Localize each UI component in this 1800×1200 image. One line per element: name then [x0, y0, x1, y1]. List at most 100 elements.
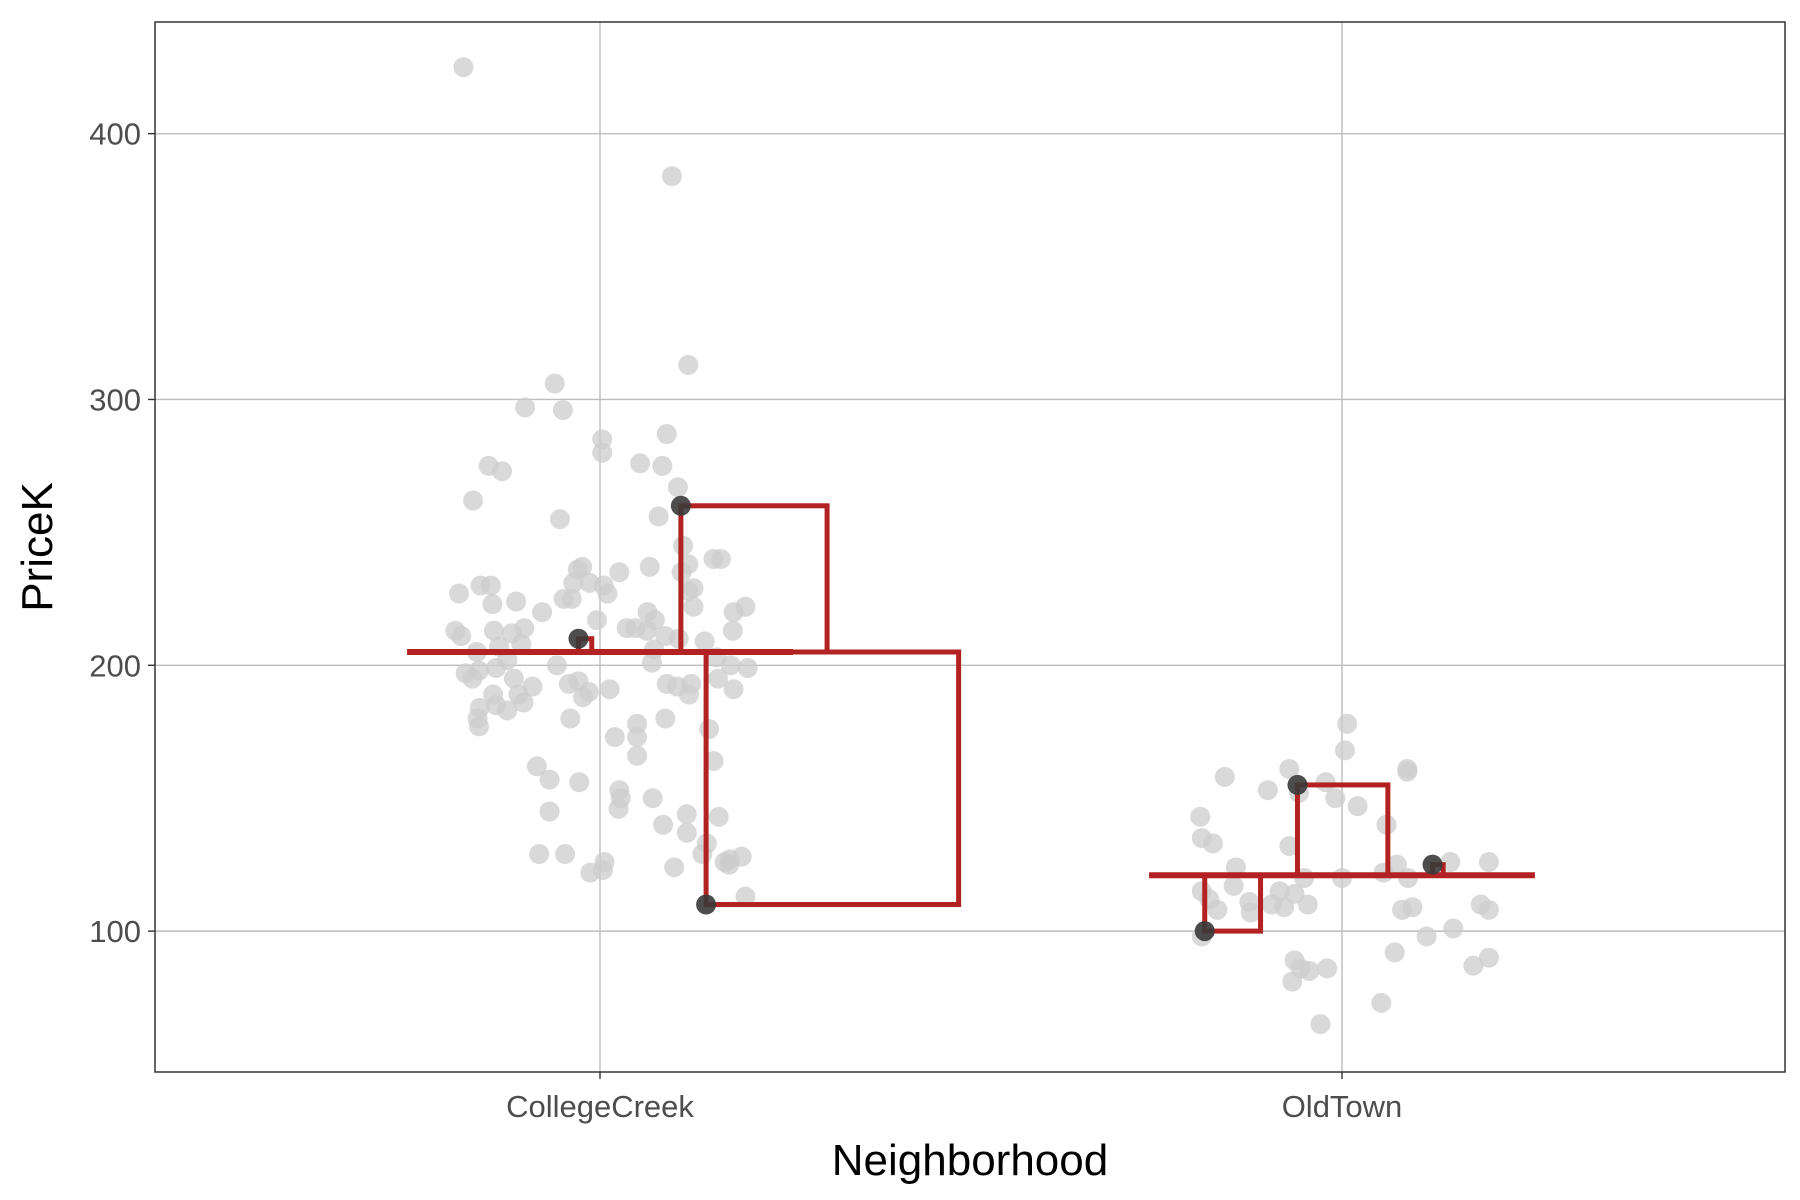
residual-square [1294, 782, 1391, 878]
data-point [561, 588, 582, 609]
data-point [526, 756, 547, 777]
data-point [515, 397, 536, 418]
data-point [1478, 899, 1499, 920]
x-axis-title: Neighborhood [832, 1136, 1108, 1185]
data-point [1240, 902, 1261, 923]
data-point [587, 610, 608, 631]
data-point [560, 708, 581, 729]
data-point [661, 166, 682, 187]
data-point [720, 655, 741, 676]
x-tick-label: CollegeCreek [506, 1089, 694, 1124]
data-point [710, 548, 731, 569]
data-point [737, 657, 758, 678]
grid-layer [155, 22, 1785, 1072]
x-tick-label: OldTown [1282, 1089, 1403, 1124]
data-point [630, 453, 651, 474]
data-point [599, 679, 620, 700]
highlighted-point [1287, 774, 1308, 795]
data-point [1402, 897, 1423, 918]
panel-border [154, 21, 1786, 1073]
data-point [653, 814, 674, 835]
data-point [636, 620, 657, 641]
data-point [532, 602, 553, 623]
data-point [639, 556, 660, 577]
data-point [555, 844, 576, 865]
data-point [592, 859, 613, 880]
data-point [1257, 780, 1278, 801]
data-point [664, 857, 685, 878]
residual-square [703, 649, 962, 908]
data-point [694, 631, 715, 652]
data-point [723, 679, 744, 700]
data-point [604, 727, 625, 748]
data-point [1223, 875, 1244, 896]
data-point [514, 618, 535, 639]
data-point [642, 788, 663, 809]
data-point [655, 708, 676, 729]
data-point [1290, 958, 1311, 979]
y-tick-label: 200 [89, 648, 141, 683]
y-tick-label: 400 [89, 117, 141, 152]
y-axis-ticks: 100 200 300 400 [89, 117, 155, 949]
data-point [667, 477, 688, 498]
data-point [451, 626, 472, 647]
model-layer [407, 503, 1535, 934]
data-point [522, 676, 543, 697]
data-point [641, 652, 662, 673]
data-point [539, 769, 560, 790]
data-point [567, 559, 588, 580]
data-point [1325, 788, 1346, 809]
data-point [707, 668, 728, 689]
data-point [1279, 758, 1300, 779]
data-point [627, 727, 648, 748]
data-point [549, 509, 570, 530]
y-tick-label: 100 [89, 914, 141, 949]
residual-square [1202, 872, 1264, 934]
data-point [492, 461, 513, 482]
data-point [1337, 713, 1358, 734]
data-point [1478, 852, 1499, 872]
highlighted-point [670, 495, 691, 516]
data-point [539, 801, 560, 822]
data-point [1190, 806, 1211, 827]
highlighted-point [568, 628, 589, 649]
data-point [1214, 766, 1235, 787]
data-point [608, 798, 629, 819]
data-point [683, 578, 704, 599]
data-point [699, 719, 720, 740]
data-point [735, 886, 756, 907]
data-point [569, 772, 590, 793]
data-point [1463, 955, 1484, 976]
data-point [482, 594, 503, 615]
data-point [1310, 1014, 1331, 1035]
data-point [678, 354, 699, 375]
plot-panel [155, 22, 1785, 1072]
data-point [578, 681, 599, 702]
data-point [676, 822, 697, 843]
data-point [692, 844, 713, 865]
data-point [627, 745, 648, 766]
data-point [1297, 894, 1318, 915]
data-point [1317, 958, 1338, 979]
data-point [529, 844, 550, 865]
data-point [1384, 942, 1405, 963]
data-point [546, 655, 567, 676]
data-point [731, 846, 752, 867]
data-point [544, 373, 565, 394]
data-point [597, 583, 618, 604]
data-point [1397, 758, 1418, 779]
data-point [1443, 918, 1464, 939]
data-point [609, 562, 630, 583]
data-point [1416, 926, 1437, 947]
highlighted-point [1422, 854, 1443, 875]
data-point [1261, 894, 1282, 915]
data-point [1279, 836, 1300, 857]
data-point [1347, 796, 1368, 817]
data-point [453, 57, 474, 78]
data-point [552, 400, 573, 421]
data-point [469, 716, 490, 737]
highlight-layer [568, 495, 1443, 942]
data-point [1371, 992, 1392, 1013]
highlighted-point [696, 894, 717, 915]
